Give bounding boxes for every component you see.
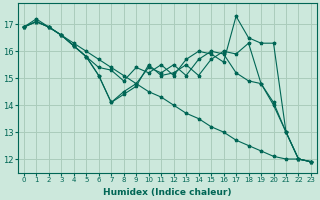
X-axis label: Humidex (Indice chaleur): Humidex (Indice chaleur) (103, 188, 232, 197)
